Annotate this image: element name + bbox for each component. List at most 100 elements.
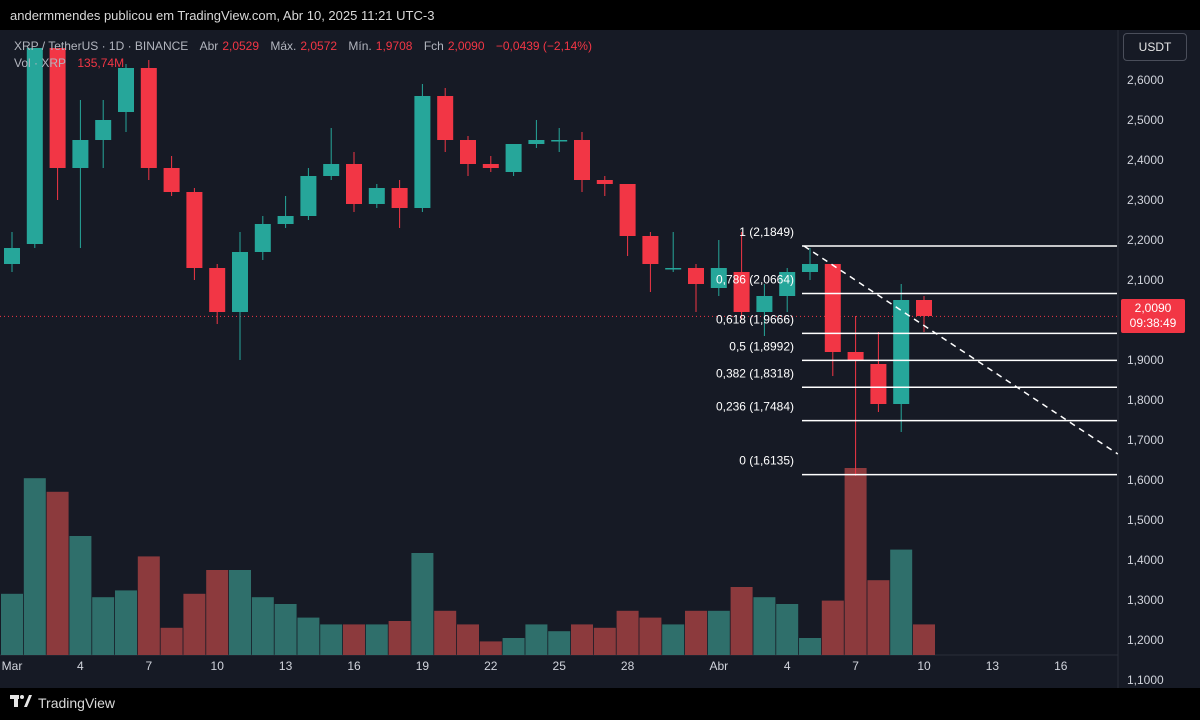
date-tick-label: 16 <box>1054 659 1068 673</box>
candle-body <box>916 300 932 316</box>
price-tick-label: 1,5000 <box>1127 513 1164 527</box>
last-price-tag: 2,0090 09:38:49 <box>1121 299 1185 333</box>
fib-level-label: 1 (2,1849) <box>739 225 794 239</box>
candle-body <box>26 48 43 244</box>
candle <box>232 232 248 360</box>
currency-button[interactable]: USDT <box>1123 33 1187 61</box>
candle <box>505 144 522 176</box>
volume-bar <box>388 621 411 655</box>
candle <box>642 232 659 292</box>
open-label: Abr <box>199 39 219 53</box>
volume-bar <box>890 549 913 655</box>
volume-bar <box>115 590 137 655</box>
volume-bar <box>753 597 776 655</box>
ohlc-legend-row: XRP / TetherUS · 1D · BINANCE Abr 2,0529 … <box>14 38 592 55</box>
candle-body <box>824 264 841 352</box>
volume-bar <box>913 624 935 655</box>
volume-bar <box>92 597 115 655</box>
candle <box>163 156 180 196</box>
candle <box>95 100 112 168</box>
symbol-label[interactable]: XRP / TetherUS · 1D · BINANCE <box>14 39 189 53</box>
candle-body <box>847 352 864 360</box>
candle <box>779 268 796 312</box>
candle <box>802 248 818 280</box>
candle-body <box>368 188 385 204</box>
volume-value: 135,74M <box>77 56 125 70</box>
candle-body <box>551 140 568 142</box>
volume-bar <box>685 610 707 655</box>
candle-body <box>346 164 362 204</box>
candle <box>528 120 545 148</box>
time-axis[interactable]: Mar 4 7 10 13 16 19 22 25 28 Abr 4 7 10 13 16 <box>2 659 1068 673</box>
candlesticks <box>4 48 932 476</box>
candle <box>391 180 408 228</box>
candle <box>596 176 613 196</box>
bar-countdown: 09:38:49 <box>1129 316 1177 330</box>
candle <box>72 100 89 248</box>
last-price-value: 2,0090 <box>1134 301 1172 315</box>
candle <box>300 168 317 220</box>
price-tick-label: 1,3000 <box>1127 593 1164 607</box>
candle-body <box>779 272 796 296</box>
tradingview-logo-icon <box>10 694 32 712</box>
volume-bar <box>46 491 69 655</box>
fibonacci-retracement[interactable]: 1 (2,1849) 0,786 (2,0664) 0,618 (1,9666) 0,… <box>716 225 1117 476</box>
volume-bar <box>457 624 479 655</box>
candle-body <box>688 268 704 284</box>
candle-body <box>118 68 134 112</box>
candle-body <box>323 164 340 176</box>
volume-bar <box>479 641 502 655</box>
open-value: 2,0529 <box>222 39 260 53</box>
candle <box>186 188 203 280</box>
volume-bar <box>548 631 571 655</box>
date-tick-label: 13 <box>279 659 293 673</box>
candle-body <box>49 48 66 168</box>
volume-bar <box>593 627 616 655</box>
candle-body <box>642 236 659 264</box>
volume-bars <box>1 468 935 655</box>
date-tick-label: 4 <box>784 659 791 673</box>
volume-label: Vol · XRP <box>14 56 67 70</box>
close-label: Fch <box>423 39 444 53</box>
candle-body <box>414 96 431 208</box>
volume-bar <box>844 468 867 655</box>
candle-body <box>733 272 750 312</box>
price-tick-label: 1,6000 <box>1127 473 1164 487</box>
close-value: 2,0090 <box>447 39 485 53</box>
trend-line[interactable] <box>803 245 1119 455</box>
candle-body <box>870 364 887 404</box>
candle-body <box>254 224 271 252</box>
candle <box>916 296 932 332</box>
candle-body <box>140 68 157 168</box>
candle <box>414 84 431 212</box>
chart-panel[interactable] <box>0 30 1200 688</box>
fib-level-label: 0,786 (2,0664) <box>716 272 794 286</box>
volume-bar <box>206 570 229 655</box>
candle <box>870 332 887 412</box>
candle <box>209 264 226 324</box>
candle <box>619 184 636 256</box>
price-axis[interactable]: 2,60002,50002,40002,30002,20002,10002,00… <box>1127 73 1164 687</box>
volume-bar <box>502 638 525 655</box>
price-tick-label: 1,8000 <box>1127 393 1164 407</box>
date-tick-label: Mar <box>2 659 23 673</box>
low-value: 1,9708 <box>375 39 413 53</box>
trend-line-path[interactable] <box>803 245 1119 455</box>
volume-bar <box>867 580 890 655</box>
candle <box>756 284 773 336</box>
date-tick-label: 25 <box>553 659 567 673</box>
price-tick-label: 2,2000 <box>1127 233 1164 247</box>
attribution-bar: andermmendes publicou em TradingView.com… <box>0 0 1200 30</box>
candle <box>140 60 157 180</box>
tradingview-logo[interactable]: TradingView <box>10 694 115 712</box>
candle-body <box>391 188 408 208</box>
attribution-text: andermmendes publicou em TradingView.com… <box>10 8 435 23</box>
candle-body <box>460 140 476 164</box>
date-tick-label: 10 <box>917 659 931 673</box>
high-value: 2,0572 <box>300 39 338 53</box>
candle <box>437 88 454 152</box>
candle <box>482 156 499 172</box>
volume-bar <box>274 604 297 655</box>
price-tick-label: 1,2000 <box>1127 633 1164 647</box>
